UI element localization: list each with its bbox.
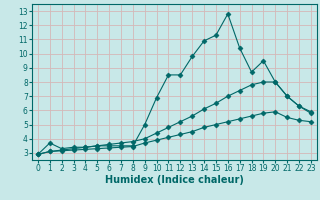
X-axis label: Humidex (Indice chaleur): Humidex (Indice chaleur) bbox=[105, 175, 244, 185]
